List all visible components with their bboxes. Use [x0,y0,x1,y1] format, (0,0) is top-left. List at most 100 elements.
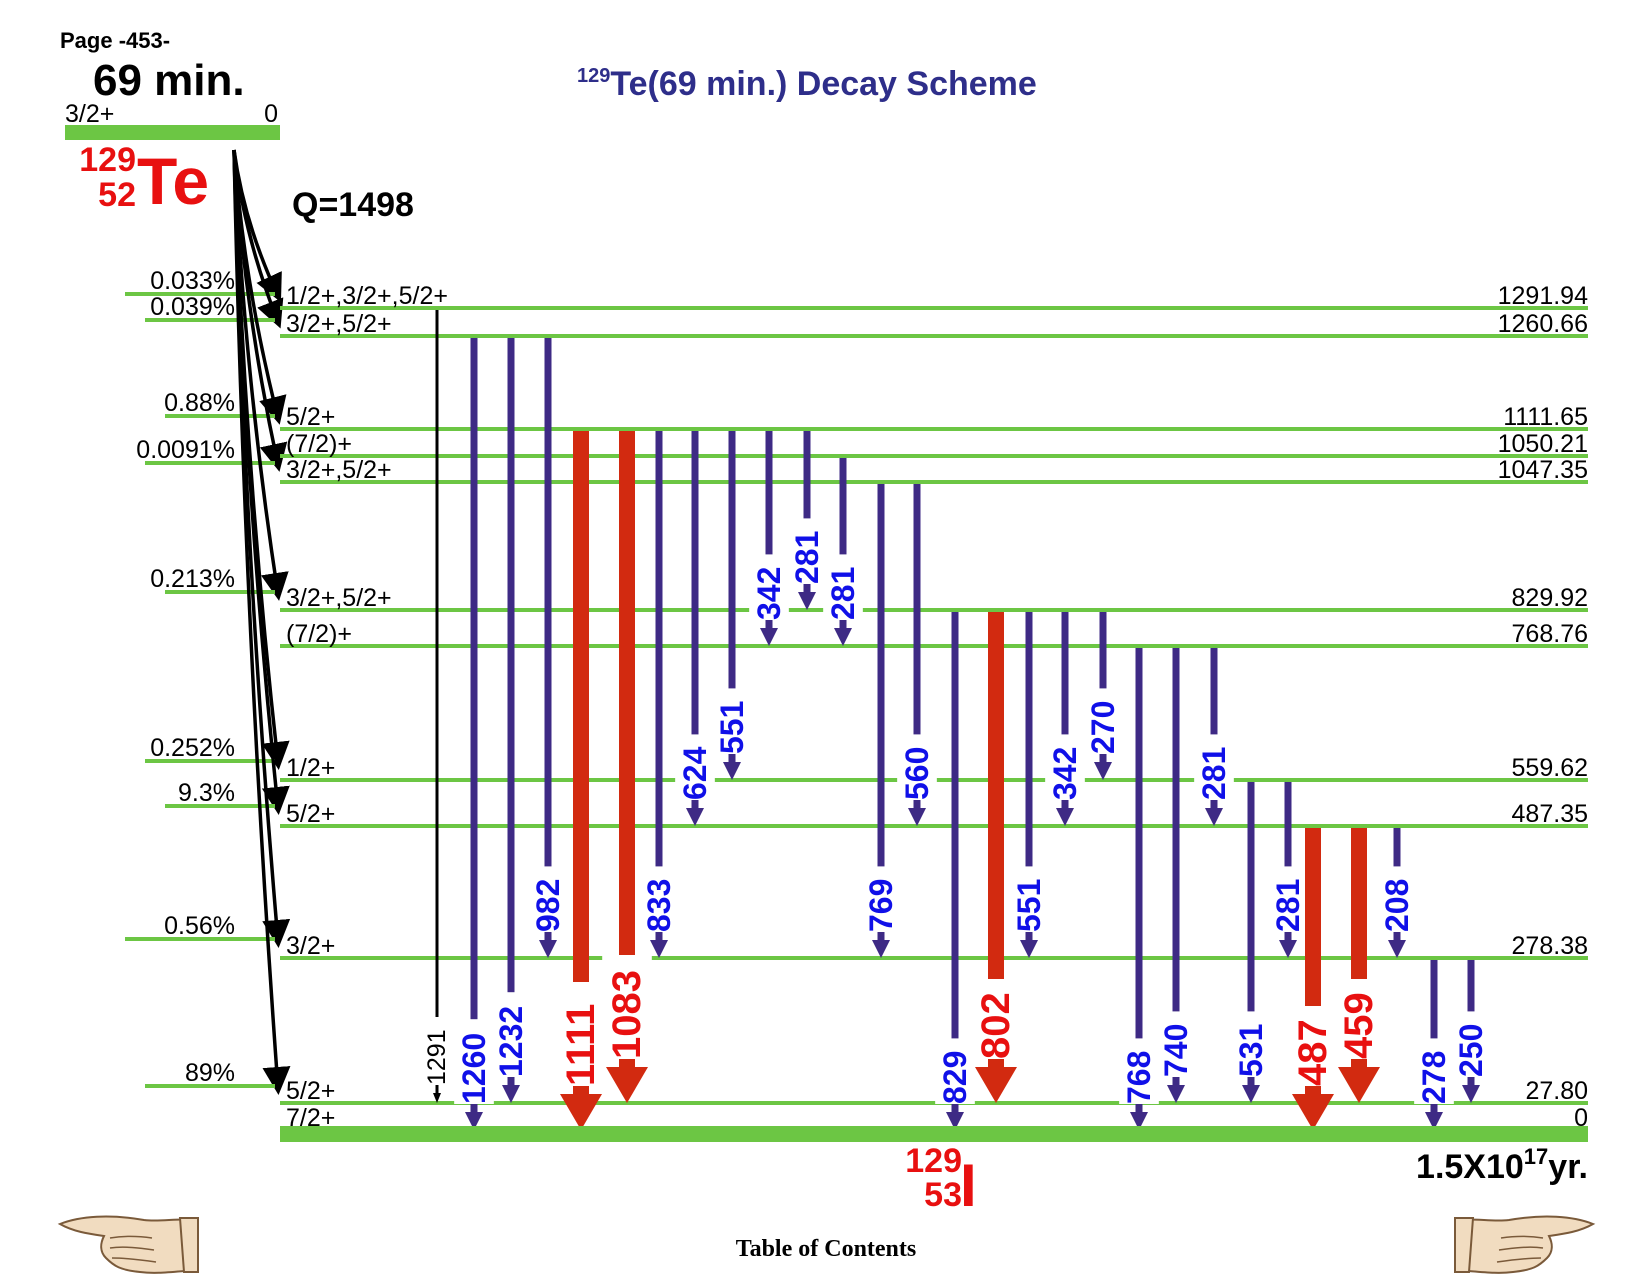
gamma-shaft [803,431,811,592]
gamma-shaft [544,338,552,940]
gamma-label-bg [1231,1011,1271,1077]
gamma-label-bg [491,992,531,1077]
gamma-1232: 1232 [491,338,531,1103]
level-2: 5/2+ 1111.65 [280,403,1588,431]
level-3: (7/2)+ 1050.21 [280,430,1588,458]
gamma-label-bg [787,518,827,584]
gamma-1291: 1291 [421,310,453,1103]
gamma-arrowhead [834,628,852,646]
gamma-energy-label: 270 [1085,701,1121,754]
gamma-label-bg [1194,734,1234,800]
gamma-label-bg [454,1019,494,1104]
parent-atomic-number: 52 [98,176,136,214]
gamma-label-bg [675,734,715,800]
daughter-half-life-base: 1.5X10 [1416,1148,1524,1186]
gamma-label-bg [1377,866,1417,932]
gamma-shaft [765,431,773,628]
gamma-label-bg [1334,979,1384,1059]
level-10: 5/2+ 27.80 [280,1077,1588,1105]
gamma-833: 833 [639,431,679,958]
gamma-energy-label: 624 [677,746,713,800]
parent-symbol: Te [137,144,209,218]
gamma-label-bg [1451,1011,1491,1077]
feeding-intensity: 0.213% [150,565,235,593]
gamma-arrowhead [1292,1094,1334,1130]
page-label: Page -453- [60,28,170,53]
feeding-intensity: 0.88% [164,389,235,417]
gamma-shaft [1025,612,1033,940]
daughter-ground-bar [280,1126,1588,1142]
beta-feed-10: 89% [145,149,291,1095]
daughter-mass-number: 129 [905,1142,962,1180]
gamma-arrowhead [606,1067,648,1103]
level-energy: 1047.35 [1498,456,1588,484]
level-spin: 3/2+,5/2+ [286,456,392,484]
gamma-shaft [1284,782,1292,940]
gamma-250: 250 [1451,960,1491,1103]
gamma-shaft [728,431,736,762]
parent-mass-number: 129 [79,141,136,179]
level-5: 3/2+,5/2+ 829.92 [280,584,1588,612]
feeding-intensity: 0.039% [150,293,235,321]
gamma-label-bg [1045,734,1085,800]
gamma-arrowhead [1167,1085,1185,1103]
gamma-shaft [435,310,439,1093]
level-8: 5/2+ 487.35 [280,800,1588,828]
gamma-arrowhead [1130,1112,1148,1130]
gamma-shaft [691,431,699,808]
gamma-arrowhead [502,1085,520,1103]
gamma-arrowhead [946,1112,964,1130]
gamma-label-bg [639,866,679,932]
gamma-shaft [1099,612,1107,762]
gamma-551: 551 [712,431,752,780]
gamma-shaft [470,338,478,1112]
gamma-arrowhead [798,592,816,610]
gamma-shaft [1135,648,1143,1112]
level-energy: 27.80 [1525,1077,1588,1105]
gamma-label-bg [1156,1011,1196,1077]
gamma-829: 829 [935,612,975,1130]
beta-arrow [232,149,291,1095]
gamma-278: 278 [1414,960,1454,1130]
gamma-shaft [951,612,959,1112]
title-mass-number: 129 [577,65,610,87]
gamma-arrowhead [465,1112,483,1130]
gamma-label-bg [897,734,937,800]
next-page-hand-icon[interactable] [1454,1215,1596,1274]
gamma-arrowhead [1205,808,1223,826]
previous-page-hand-icon[interactable] [57,1215,199,1274]
daughter-symbol: I [960,1152,977,1219]
level-spin: 5/2+ [286,1077,335,1105]
gamma-energy-label: 1260 [456,1033,492,1104]
gamma-shaft [1247,782,1255,1085]
gamma-arrowhead [723,762,741,780]
gamma-energy-label: 740 [1158,1024,1194,1077]
level-spin: 1/2+ [286,754,335,782]
gamma-energy-label: 281 [789,531,825,584]
table-of-contents-link[interactable]: Table of Contents [736,1236,916,1262]
gamma-energy-label: 802 [974,992,1018,1059]
level-spin: 3/2+ [286,932,335,960]
gamma-arrowhead [908,808,926,826]
gamma-arrowhead [1338,1067,1380,1103]
gamma-shaft [1430,960,1438,1112]
gamma-label-bg [749,554,789,620]
level-spin: (7/2)+ [286,620,352,648]
gamma-energy-label: 769 [863,879,899,932]
gamma-energy-label: 531 [1233,1024,1269,1077]
gamma-487: 487 [1288,828,1338,1130]
feeding-intensity: 0.252% [150,734,235,762]
daughter-half-life: 1.5X1017yr. [1416,1144,1588,1186]
gamma-energy-label: 208 [1379,879,1415,932]
level-energy: 768.76 [1512,620,1588,648]
beta-feeding-arrows: 0.033%0.039% 0.88% 0.0091% 0.213% 0.252% 9.3%… [125,149,291,1095]
level-energy: 1050.21 [1498,430,1588,458]
parent-half-life: 69 min. [93,56,245,105]
gamma-energy-label: 833 [641,879,677,932]
gamma-arrowhead [1388,940,1406,958]
gamma-label-bg [1119,1038,1159,1104]
gamma-shaft [1172,648,1180,1085]
gamma-arrowhead [1462,1085,1480,1103]
gamma-shaft [507,338,515,1085]
level-energy: 487.35 [1512,800,1588,828]
